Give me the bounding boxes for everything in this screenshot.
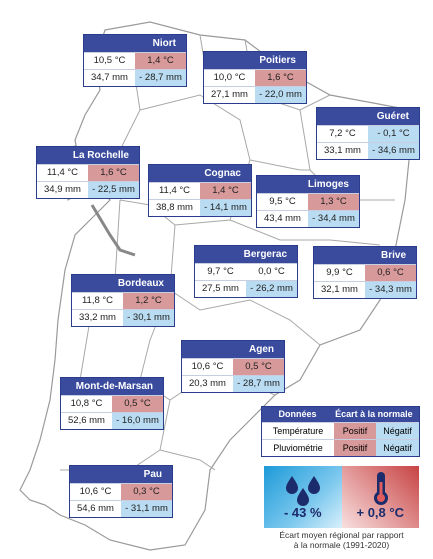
rainfall-value: 27,5 mm bbox=[202, 283, 239, 294]
temperature-deviation: 0,6 °C bbox=[365, 265, 416, 281]
gironde-estuary bbox=[90, 204, 136, 257]
rainfall-value: 38,8 mm bbox=[156, 202, 193, 213]
legend-row-temperature: Température bbox=[272, 426, 324, 436]
station-card-cognac: Cognac 11,4 °C 1,4 °C 38,8 mm - 14,1 mm bbox=[148, 164, 252, 217]
rainfall-value: 33,1 mm bbox=[324, 145, 361, 156]
rainfall-deviation: - 28,7 mm bbox=[135, 70, 186, 86]
rainfall-value: 34,7 mm bbox=[91, 72, 128, 83]
station-name: Cognac bbox=[149, 165, 251, 182]
rainfall-deviation: - 34,4 mm bbox=[308, 211, 359, 227]
regional-summary: - 43 % + 0,8 °C bbox=[264, 466, 419, 528]
station-card-bergerac: Bergerac 9,7 °C 0,0 °C 27,5 mm - 26,2 mm bbox=[194, 245, 298, 298]
station-name: Niort bbox=[84, 35, 186, 52]
temperature-value: 11,4 °C bbox=[158, 185, 191, 196]
temperature-deviation: - 0,1 °C bbox=[368, 126, 419, 142]
rainfall-value: 33,2 mm bbox=[79, 312, 116, 323]
legend-negative: Négatif bbox=[376, 440, 419, 456]
rainfall-deviation: - 22,0 mm bbox=[255, 87, 306, 103]
station-card-brive: Brive 9,9 °C 0,6 °C 32,1 mm - 34,3 mm bbox=[313, 246, 417, 299]
caption-line-2: à la normale (1991-2020) bbox=[293, 540, 390, 550]
rainfall-value: 20,3 mm bbox=[189, 378, 226, 389]
temperature-deviation: 0,5 °C bbox=[233, 359, 284, 375]
legend-positive: Positif bbox=[334, 440, 376, 456]
temperature-deviation: 0,5 °C bbox=[112, 396, 163, 412]
rain-deviation-value: - 43 % bbox=[283, 505, 322, 520]
temperature-value: 11,4 °C bbox=[46, 167, 79, 178]
raindrops-icon bbox=[286, 476, 320, 506]
temperature-value: 10,6 °C bbox=[191, 361, 224, 372]
legend-table: Données Écart à la normale Température P… bbox=[261, 406, 420, 457]
temperature-deviation: 1,2 °C bbox=[123, 293, 174, 309]
station-name: Agen bbox=[182, 341, 284, 358]
rainfall-value: 27,1 mm bbox=[211, 89, 248, 100]
temperature-deviation: 1,4 °C bbox=[135, 53, 186, 69]
station-name: Limoges bbox=[257, 176, 359, 193]
station-card-niort: Niort 10,5 °C 1,4 °C 34,7 mm - 28,7 mm bbox=[83, 34, 187, 87]
rainfall-deviation: - 31,1 mm bbox=[121, 501, 172, 517]
temperature-deviation-value: + 0,8 °C bbox=[356, 505, 404, 520]
station-card-agen: Agen 10,6 °C 0,5 °C 20,3 mm - 28,7 mm bbox=[181, 340, 285, 393]
legend-positive: Positif bbox=[334, 423, 376, 439]
temperature-deviation: 0,0 °C bbox=[258, 266, 285, 277]
temperature-value: 10,5 °C bbox=[93, 55, 126, 66]
station-card-mont-de-marsan: Mont-de-Marsan 10,8 °C 0,5 °C 52,6 mm - 16… bbox=[60, 377, 164, 430]
rainfall-deviation: - 14,1 mm bbox=[200, 200, 251, 216]
legend-header-deviation: Écart à la normale bbox=[335, 409, 413, 419]
rainfall-value: 43,4 mm bbox=[264, 213, 301, 224]
rainfall-value: 52,6 mm bbox=[68, 415, 105, 426]
rainfall-value: 32,1 mm bbox=[321, 284, 358, 295]
station-card-gueret: Guéret 7,2 °C - 0,1 °C 33,1 mm - 34,6 mm bbox=[316, 107, 420, 160]
temperature-value: 9,7 °C bbox=[207, 266, 234, 277]
rainfall-deviation: - 34,3 mm bbox=[365, 282, 416, 298]
rainfall-deviation: - 28,7 mm bbox=[233, 376, 284, 392]
legend-header-data: Données bbox=[278, 409, 317, 419]
rainfall-deviation: - 22,5 mm bbox=[88, 182, 139, 198]
rainfall-deviation: - 16,0 mm bbox=[112, 413, 163, 429]
station-name: Mont-de-Marsan bbox=[61, 378, 163, 395]
station-card-la-rochelle: La Rochelle 11,4 °C 1,6 °C 34,9 mm - 22,5 … bbox=[36, 146, 140, 199]
temperature-deviation: 1,4 °C bbox=[200, 183, 251, 199]
temperature-value: 9,5 °C bbox=[269, 196, 296, 207]
temperature-value: 10,8 °C bbox=[70, 398, 103, 409]
caption-line-1: Écart moyen régional par rapport bbox=[279, 530, 404, 540]
temperature-value: 11,8 °C bbox=[81, 295, 114, 306]
rainfall-deviation: - 26,2 mm bbox=[246, 281, 297, 297]
temperature-summary: + 0,8 °C bbox=[341, 466, 419, 528]
temperature-deviation: 1,6 °C bbox=[255, 70, 306, 86]
temperature-value: 10,6 °C bbox=[79, 486, 112, 497]
station-name: Poitiers bbox=[204, 52, 306, 69]
temperature-value: 10,0 °C bbox=[213, 72, 246, 83]
rainfall-deviation: - 30,1 mm bbox=[123, 310, 174, 326]
temperature-deviation: 1,3 °C bbox=[308, 194, 359, 210]
station-name: Bordeaux bbox=[72, 275, 174, 292]
station-name: Guéret bbox=[317, 108, 419, 125]
station-card-pau: Pau 10,6 °C 0,3 °C 54,6 mm - 31,1 mm bbox=[69, 465, 173, 518]
station-name: Bergerac bbox=[195, 246, 297, 263]
temperature-value: 7,2 °C bbox=[329, 128, 356, 139]
station-card-limoges: Limoges 9,5 °C 1,3 °C 43,4 mm - 34,4 mm bbox=[256, 175, 360, 228]
rainfall-value: 34,9 mm bbox=[44, 184, 81, 195]
rain-summary: - 43 % bbox=[264, 466, 342, 528]
temperature-deviation: 0,3 °C bbox=[121, 484, 172, 500]
rainfall-value: 54,6 mm bbox=[77, 503, 114, 514]
temperature-deviation: 1,6 °C bbox=[88, 165, 139, 181]
temperature-value: 9,9 °C bbox=[326, 267, 353, 278]
station-name: Brive bbox=[314, 247, 416, 264]
station-card-bordeaux: Bordeaux 11,8 °C 1,2 °C 33,2 mm - 30,1 mm bbox=[71, 274, 175, 327]
rainfall-deviation: - 34,6 mm bbox=[368, 143, 419, 159]
station-name: La Rochelle bbox=[37, 147, 139, 164]
thermometer-icon bbox=[373, 472, 388, 505]
legend-row-rainfall: Pluviométrie bbox=[273, 443, 323, 453]
station-name: Pau bbox=[70, 466, 172, 483]
summary-caption: Écart moyen régional par rapport à la no… bbox=[264, 530, 419, 550]
legend-negative: Négatif bbox=[376, 423, 419, 439]
station-card-poitiers: Poitiers 10,0 °C 1,6 °C 27,1 mm - 22,0 mm bbox=[203, 51, 307, 104]
